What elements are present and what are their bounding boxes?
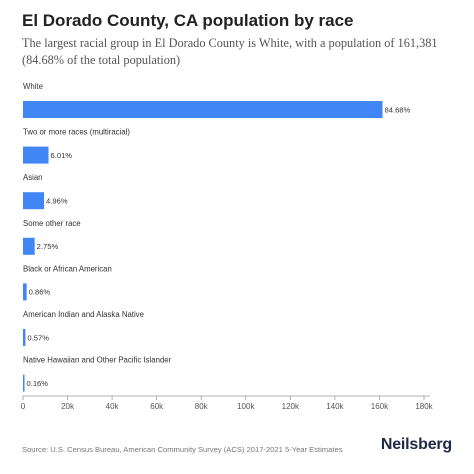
category-label: Native Hawaiian and Other Pacific Island…: [23, 356, 172, 365]
x-tick-label: 140k: [326, 402, 344, 411]
category-label: Some other race: [23, 219, 81, 228]
source-note: Source: U.S. Census Bureau, American Com…: [22, 445, 343, 454]
bar: [23, 192, 45, 210]
data-label: 84.68%: [385, 105, 411, 114]
bar: [23, 237, 35, 255]
data-label: 4.96%: [46, 197, 68, 206]
bar: [23, 329, 26, 346]
x-tick-label: 40k: [106, 402, 120, 411]
x-axis: 0 20k 40k 60k 80k 100k 120k 140k 160k 180k: [21, 395, 434, 411]
x-tick-label: 80k: [195, 402, 209, 411]
x-tick-label: 20k: [61, 402, 75, 411]
x-tick-label: 100k: [237, 402, 255, 411]
x-tick-label: 60k: [150, 402, 164, 411]
bar: [23, 374, 25, 392]
brand-logo: Neilsberg: [380, 436, 452, 453]
bar: [23, 101, 383, 118]
category-label: American Indian and Alaska Native: [23, 310, 144, 319]
category-label: Asian: [23, 173, 43, 182]
x-tick-label: 0: [21, 402, 26, 411]
x-tick-label: 180k: [415, 402, 433, 411]
bars-layer: White 84.68% Two or more races (multiracia…: [23, 82, 411, 392]
bar: [23, 283, 27, 301]
data-label: 2.75%: [37, 242, 59, 251]
category-label: Black or African American: [23, 264, 112, 273]
x-tick-label: 120k: [282, 402, 300, 411]
category-label: White: [23, 82, 43, 91]
data-label: 6.01%: [51, 151, 73, 160]
data-label: 0.57%: [27, 333, 49, 342]
chart-title: El Dorado County, CA population by race: [22, 11, 354, 30]
data-label: 0.86%: [29, 288, 51, 297]
category-label: Two or more races (multiracial): [23, 128, 130, 137]
x-tick-label: 160k: [371, 402, 389, 411]
chart-subtitle: The largest racial group in El Dorado Co…: [22, 36, 438, 67]
data-label: 0.16%: [27, 379, 49, 388]
bar: [23, 146, 49, 164]
